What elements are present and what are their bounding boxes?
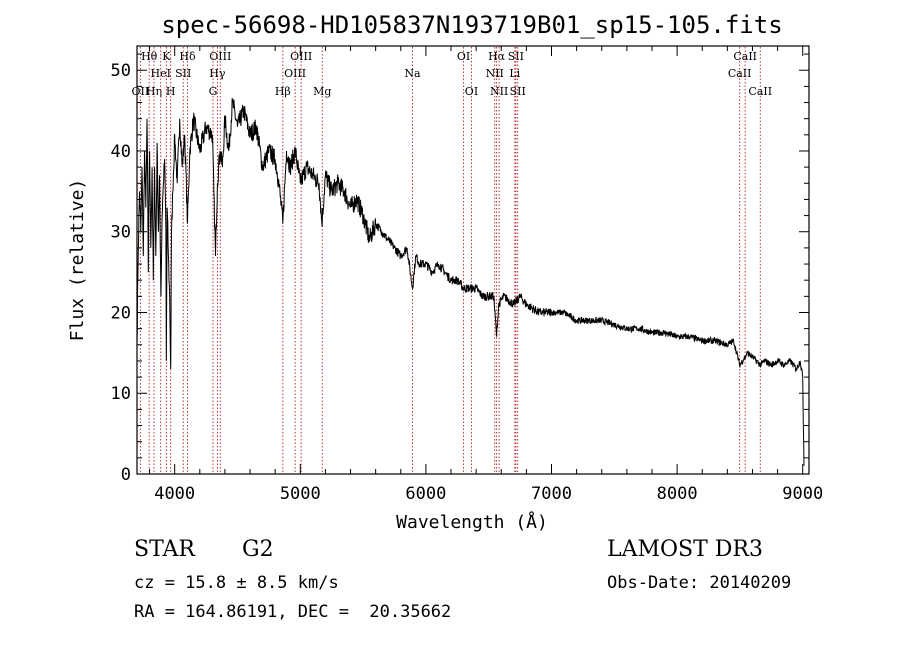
chart-title: spec-56698-HD105837N193719B01_sp15-105.f… [161, 11, 782, 39]
x-tick-label-2: 6000 [405, 484, 446, 504]
line-label-26: CaII [748, 85, 772, 98]
line-label-4: K [162, 50, 171, 63]
y-tick-label-4: 40 [111, 142, 131, 162]
coordinates: RA = 164.86191, DEC = 20.35662 [134, 602, 452, 622]
object-subclass: G2 [242, 537, 274, 562]
y-tick-label-0: 0 [121, 465, 131, 485]
line-label-13: OIII [284, 67, 306, 80]
line-label-11: Hβ [275, 85, 291, 98]
axis-ticks: 4000 5000 6000 7000 8000 9000 0 10 20 30 40 50 [111, 46, 823, 504]
line-label-14: Mg [313, 85, 331, 98]
y-tick-label-3: 30 [111, 223, 131, 243]
line-label-10: G [209, 85, 218, 98]
line-label-16: OI [457, 50, 470, 63]
x-tick-label-5: 9000 [782, 484, 823, 504]
spectrum-line [136, 98, 805, 466]
x-tick-label-4: 8000 [657, 484, 698, 504]
plot-frame [136, 45, 810, 475]
line-label-12: OIII [290, 50, 312, 63]
obs-date: Obs-Date: 20140209 [607, 573, 792, 593]
line-label-22: Li [509, 67, 520, 80]
y-tick-label-1: 10 [111, 384, 131, 404]
x-tick-label-1: 5000 [280, 484, 321, 504]
spectrum-series [136, 98, 805, 466]
y-axis-label: Flux (relative) [67, 179, 88, 342]
line-label-17: OI [465, 85, 478, 98]
line-label-15: Na [404, 67, 421, 80]
line-label-20: NII [490, 85, 508, 98]
line-label-9: Hγ [209, 67, 226, 80]
line-label-24: CaII [733, 50, 757, 63]
line-label-19: NII [486, 67, 504, 80]
line-label-21: SII [508, 50, 524, 63]
line-label-25: CaII [728, 67, 752, 80]
y-tick-label-2: 20 [111, 303, 131, 323]
line-label-0: OII [132, 85, 150, 98]
x-axis-label: Wavelength (Å) [396, 511, 548, 533]
survey-label: LAMOST DR3 [607, 537, 763, 562]
x-tick-label-0: 4000 [154, 484, 195, 504]
line-label-2: Hη [146, 85, 162, 98]
line-label-1: Hθ [141, 50, 158, 63]
y-tick-label-5: 50 [111, 61, 131, 81]
line-label-8: OIII [209, 50, 231, 63]
line-label-7: Hδ [179, 50, 196, 63]
object-class: STAR [134, 537, 195, 562]
line-label-18: Hα [488, 50, 506, 63]
line-label-6: H [166, 85, 176, 98]
x-tick-label-3: 7000 [531, 484, 572, 504]
line-label-3: HeI [151, 67, 171, 80]
redshift-cz: cz = 15.8 ± 8.5 km/s [134, 573, 339, 593]
emission-line-markers: OII Hθ Hη HeI K SII H Hδ OIII Hγ G Hβ OIII OIII Mg Na OI… [132, 47, 772, 473]
line-label-5: SII [175, 67, 191, 80]
line-label-23: SII [510, 85, 526, 98]
